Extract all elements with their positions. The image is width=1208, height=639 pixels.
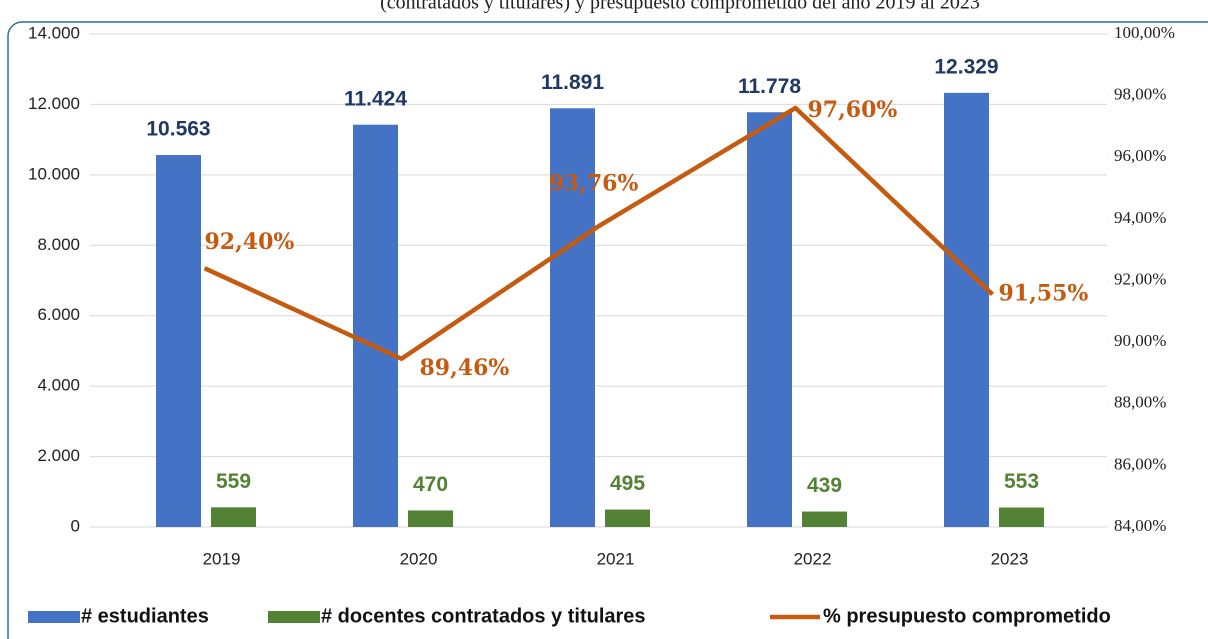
- bar-label: 11.778: [738, 75, 801, 98]
- bar: [211, 507, 256, 527]
- y2-tick-label: 98,00%: [1114, 85, 1166, 104]
- y2-tick-label: 84,00%: [1114, 516, 1166, 535]
- y-tick-label: 4.000: [37, 376, 80, 395]
- bar-label: 470: [413, 473, 448, 496]
- legend-label: # estudiantes: [81, 605, 209, 627]
- x-tick-label: 2020: [400, 549, 438, 568]
- y2-tick-label: 90,00%: [1114, 331, 1166, 350]
- line-label: 91,55%: [999, 280, 1089, 306]
- bar: [747, 112, 792, 527]
- y2-tick-label: 88,00%: [1114, 393, 1166, 412]
- y2-tick-label: 100,00%: [1114, 23, 1175, 42]
- bar: [156, 155, 201, 527]
- chart-title: (contratados y titulares) y presupuesto …: [380, 0, 980, 14]
- y2-tick-label: 96,00%: [1114, 146, 1166, 165]
- bar-label: 439: [807, 474, 842, 497]
- legend-label: % presupuesto comprometido: [823, 605, 1111, 627]
- bar-label: 559: [216, 470, 251, 493]
- y-tick-label: 10.000: [28, 164, 80, 183]
- chart-border: [7, 21, 1208, 639]
- bar-label: 11.424: [344, 87, 407, 110]
- y-tick-label: 14.000: [28, 23, 80, 42]
- x-tick-label: 2021: [597, 549, 635, 568]
- bar-label: 553: [1004, 470, 1039, 493]
- y-tick-label: 12.000: [28, 94, 80, 113]
- bar-label: 10.563: [146, 118, 210, 141]
- y2-tick-label: 92,00%: [1114, 269, 1166, 288]
- x-tick-label: 2019: [203, 549, 241, 568]
- bar: [944, 92, 989, 527]
- y2-tick-label: 86,00%: [1114, 454, 1166, 473]
- bar-label: 11.891: [541, 71, 604, 94]
- legend-label: # docentes contratados y titulares: [321, 605, 646, 627]
- y-tick-label: 8.000: [37, 235, 80, 254]
- bar-label: 495: [610, 472, 645, 495]
- y-tick-label: 6.000: [37, 305, 80, 324]
- cover: [0, 0, 1208, 10]
- legend-swatch: [268, 611, 320, 623]
- bar: [605, 509, 650, 527]
- line: [203, 105, 995, 362]
- line-label: 89,46%: [420, 355, 510, 381]
- bar: [408, 510, 453, 527]
- y-tick-label: 0: [71, 516, 80, 535]
- y2-tick-label: 94,00%: [1114, 208, 1166, 227]
- bar: [353, 124, 398, 527]
- bar: [999, 507, 1044, 527]
- y-tick-label: 2.000: [37, 446, 80, 465]
- x-tick-label: 2023: [991, 549, 1029, 568]
- bar: [550, 108, 595, 527]
- x-tick-label: 2022: [794, 549, 832, 568]
- line-label: 92,40%: [205, 229, 295, 255]
- bar-label: 12.329: [934, 55, 998, 78]
- legend-swatch: [28, 611, 80, 623]
- line-label: 97,60%: [808, 97, 898, 123]
- line-label: 93,76%: [549, 170, 639, 196]
- bar: [802, 511, 847, 527]
